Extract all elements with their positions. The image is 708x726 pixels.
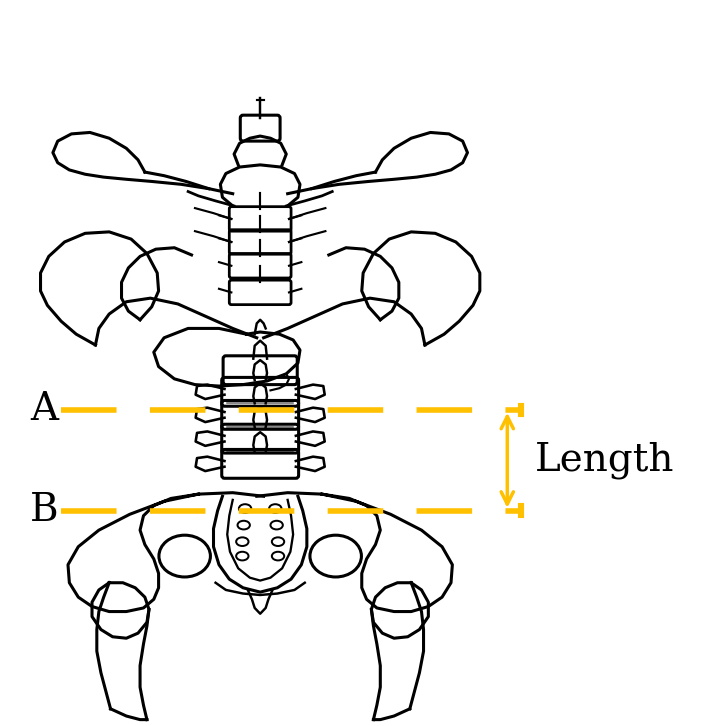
Text: B: B bbox=[30, 492, 59, 529]
Text: A: A bbox=[30, 391, 58, 428]
Text: Length: Length bbox=[535, 441, 674, 479]
